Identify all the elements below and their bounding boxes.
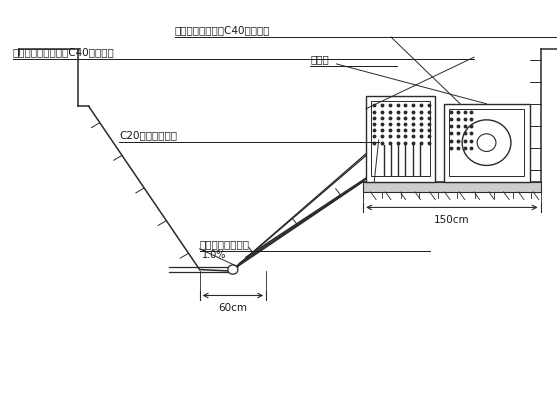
Bar xyxy=(366,96,435,181)
Circle shape xyxy=(462,120,511,165)
Text: 1.0%: 1.0% xyxy=(202,250,227,260)
Circle shape xyxy=(228,265,238,274)
Text: 60cm: 60cm xyxy=(218,303,248,313)
Bar xyxy=(363,181,540,192)
Text: 水管式沉降仪管线: 水管式沉降仪管线 xyxy=(199,239,250,249)
Text: 水管式沉降仪测头及C40砼保护墩: 水管式沉降仪测头及C40砼保护墩 xyxy=(13,47,114,57)
Bar xyxy=(449,109,524,176)
Text: 150cm: 150cm xyxy=(434,215,470,225)
Text: 钢筋网: 钢筋网 xyxy=(310,54,329,64)
Bar xyxy=(444,104,530,181)
Circle shape xyxy=(477,134,496,152)
Bar xyxy=(371,101,430,176)
Text: C20混凝土预制板: C20混凝土预制板 xyxy=(119,130,177,140)
Text: 钢丝位移计测头及C40砼保护墩: 钢丝位移计测头及C40砼保护墩 xyxy=(175,25,270,35)
